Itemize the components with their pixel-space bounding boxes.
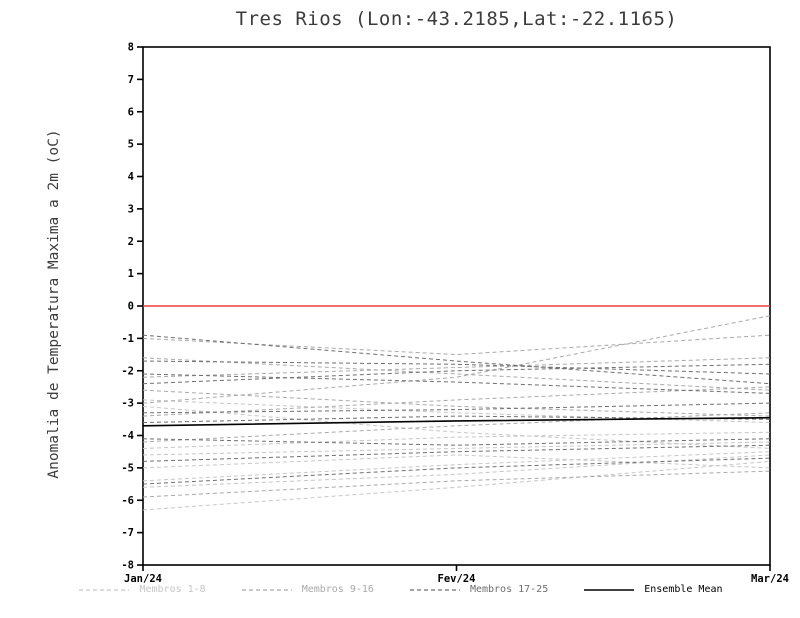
svg-text:5: 5: [128, 139, 134, 151]
legend: Membros 1-8 Membros 9-16 Membros 17-25 E…: [0, 584, 800, 595]
svg-text:7: 7: [128, 74, 134, 86]
svg-text:-4: -4: [121, 430, 134, 442]
legend-item-membros-1-8: Membros 1-8: [77, 584, 206, 595]
legend-label: Membros 1-8: [139, 584, 206, 595]
svg-text:2: 2: [128, 236, 134, 248]
legend-line-sample-ensemble-mean: [584, 588, 635, 591]
svg-text:Fev/24: Fev/24: [438, 573, 476, 585]
svg-text:3: 3: [128, 203, 134, 215]
svg-text:-8: -8: [121, 560, 134, 572]
legend-item-membros-9-16: Membros 9-16: [240, 584, 374, 595]
legend-label: Membros 17-25: [469, 584, 549, 595]
legend-item-membros-17-25: Membros 17-25: [408, 584, 548, 595]
svg-text:-5: -5: [121, 462, 134, 474]
svg-text:-1: -1: [121, 333, 134, 345]
legend-label: Ensemble Mean: [644, 584, 723, 595]
svg-text:-2: -2: [121, 365, 134, 377]
svg-text:6: 6: [128, 106, 134, 118]
legend-line-sample-membros-1-8: [79, 588, 130, 591]
svg-text:-7: -7: [121, 527, 134, 539]
legend-line-sample-membros-9-16: [241, 588, 292, 591]
svg-text:-3: -3: [121, 398, 134, 410]
svg-text:0: 0: [128, 301, 134, 313]
svg-text:Jan/24: Jan/24: [124, 573, 162, 585]
svg-text:1: 1: [128, 268, 134, 280]
svg-text:-6: -6: [121, 495, 134, 507]
legend-item-ensemble-mean: Ensemble Mean: [582, 584, 723, 595]
svg-text:8: 8: [128, 42, 134, 54]
svg-text:Mar/24: Mar/24: [751, 573, 789, 585]
chart-title: Tres Rios (Lon:-43.2185,Lat:-22.1165): [235, 8, 678, 30]
legend-label: Membros 9-16: [301, 584, 374, 595]
svg-text:4: 4: [128, 171, 134, 183]
legend-line-sample-membros-17-25: [409, 588, 460, 591]
